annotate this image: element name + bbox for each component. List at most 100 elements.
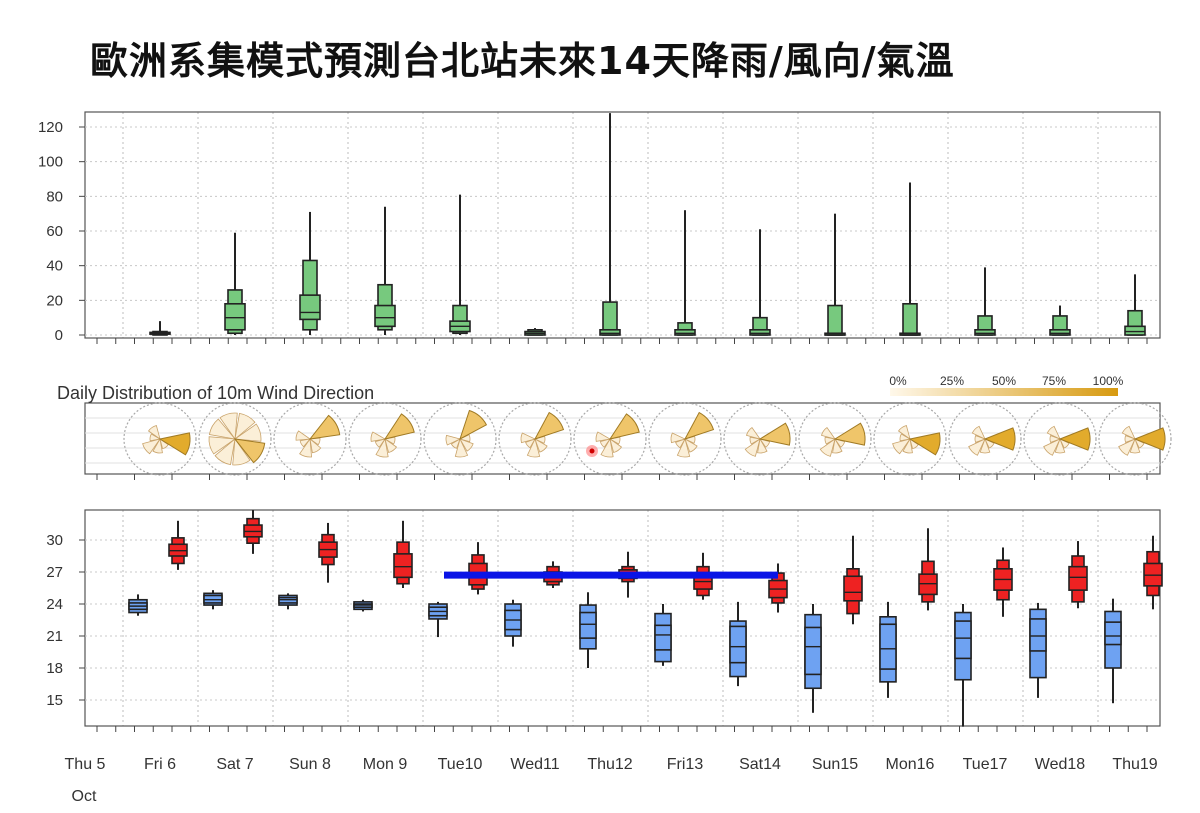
wind-rose-minor-petal <box>370 431 387 442</box>
wind-rose-minor-petal <box>744 438 761 457</box>
temp-max-box-inner-box <box>843 575 863 602</box>
wind-rose-minor-petal <box>233 423 262 442</box>
wind-rose-minor-petal <box>909 438 919 450</box>
wind-rose-ring <box>273 402 347 476</box>
wind-rose-ring <box>948 402 1022 476</box>
wind-rose-minor-petal <box>1046 425 1061 440</box>
wind-rose-minor-petal <box>749 436 762 445</box>
wind-rose-dominant-petal <box>1058 427 1091 451</box>
wind-rose-minor-petal <box>1059 438 1070 449</box>
wind-rose-minor-petal <box>599 438 611 448</box>
rain-box-inner-box <box>749 328 771 336</box>
temp-min-box-inner-box <box>1029 618 1047 652</box>
wind-rose-minor-petal <box>670 432 687 444</box>
wind-rose-minor-petal <box>526 437 541 458</box>
cursor-dot <box>589 448 595 454</box>
wind-rose-minor-petal <box>525 438 536 449</box>
wind-rose-minor-petal <box>459 438 474 452</box>
temperature-ytick-label: 15 <box>46 692 63 709</box>
wind-rose-minor-petal <box>1134 438 1145 449</box>
x-axis-day-label: Sun 8 <box>289 756 331 773</box>
wind-rose-dominant-petal <box>758 422 791 446</box>
wind-rose-minor-petal <box>902 437 913 454</box>
rain-ytick-label: 80 <box>46 188 63 205</box>
rain-box-inner-box <box>1049 328 1071 336</box>
wind-legend-label: 0% <box>889 374 907 388</box>
rain-ytick-label: 120 <box>38 119 63 136</box>
wind-rose-minor-petal <box>820 426 836 440</box>
wind-rose-minor-petal <box>979 437 991 454</box>
temperature-ytick-label: 24 <box>46 596 63 613</box>
temp-max-box-inner-box <box>1068 565 1088 591</box>
wind-rose-minor-petal <box>971 425 986 440</box>
wind-rose-dominant-petal <box>533 411 565 440</box>
wind-rose-minor-petal <box>299 437 313 458</box>
x-axis-day-label: Sat14 <box>739 756 781 773</box>
wind-rose-minor-petal <box>219 412 238 441</box>
wind-rose-minor-petal <box>445 434 462 446</box>
x-axis: Thu 5 Fri 6 Sat 7 Sun 8 Mon 9 Tue10 Wed11 Thu12… <box>65 756 1158 805</box>
rain-ytick-label: 0 <box>55 327 63 344</box>
rain-box-inner-box <box>599 328 621 336</box>
wind-rose-dominant-petal <box>1133 427 1166 451</box>
wind-rose-minor-petal <box>295 430 312 441</box>
wind-rose-minor-petal <box>595 431 612 442</box>
wind-rose-ring <box>1023 402 1097 476</box>
wind-rose-minor-petal <box>676 437 691 458</box>
wind-title: Daily Distribution of 10m Wind Direction <box>57 383 374 403</box>
wind-rose-minor-petal <box>375 437 389 458</box>
wind-rose-ring <box>798 402 872 476</box>
temperature-background <box>85 510 1160 726</box>
wind-panel: Daily Distribution of 10m Wind Direction… <box>57 374 1172 480</box>
wind-rose-minor-petal <box>208 418 237 440</box>
page-title: 歐洲系集模式預測台北站未來14天降雨/風向/氣溫 <box>90 39 955 83</box>
x-axis-day-label: Mon16 <box>886 756 935 773</box>
wind-rose-minor-petal <box>147 424 161 440</box>
wind-rose-dominant-petal <box>908 432 941 456</box>
wind-rose-minor-petal <box>675 438 686 449</box>
wind-rose-minor-petal <box>683 435 696 444</box>
rain-ytick-label: 40 <box>46 258 63 275</box>
rain-background <box>85 112 1160 338</box>
temp-min-box-inner-box <box>954 620 972 660</box>
wind-rose-minor-petal <box>534 438 548 453</box>
wind-rose-minor-petal <box>608 436 621 445</box>
wind-legend-label: 100% <box>1093 374 1124 388</box>
wind-rose-minor-petal <box>142 438 161 455</box>
wind-frame <box>84 402 1161 475</box>
wind-rose-dominant-petal <box>833 422 866 446</box>
x-axis-day-label: Fri 6 <box>144 756 176 773</box>
wind-rose-minor-petal <box>759 438 771 448</box>
wind-rose-minor-petal <box>600 437 614 458</box>
rain-box-inner-box <box>224 302 246 331</box>
temp-min-box-inner-box <box>804 626 822 676</box>
wind-rose-minor-petal <box>1043 438 1061 456</box>
wind-rose-minor-petal <box>1124 435 1137 443</box>
wind-rose-minor-petal <box>374 438 386 448</box>
rain-box-inner-box <box>1124 325 1146 336</box>
wind-rose-dominant-petal <box>459 409 488 441</box>
x-axis-day-label: Wed11 <box>510 756 559 773</box>
wind-rose-minor-petal <box>832 437 843 454</box>
wind-rose-minor-petal <box>450 438 461 449</box>
temp-min-box-inner-box <box>729 625 747 664</box>
rain-box-inner-box <box>299 294 321 321</box>
wind-rose-ring <box>573 402 647 476</box>
wind-rose-minor-petal <box>834 438 846 448</box>
wind-rose-dominant-petal <box>158 432 191 456</box>
wind-rose-minor-petal <box>232 437 251 466</box>
rain-panel: 0 20 40 60 80 100 120 <box>38 111 1161 344</box>
wind-rose-ring <box>123 402 197 476</box>
wind-rose-minor-petal <box>899 433 912 442</box>
temperature-ytick-label: 27 <box>46 564 63 581</box>
wind-rose-minor-petal <box>819 438 836 457</box>
wind-rose-dominant-petal <box>383 413 415 440</box>
wind-rose-minor-petal <box>454 437 469 458</box>
rain-ytick-label: 100 <box>38 154 63 171</box>
wind-rose-minor-petal <box>968 438 986 456</box>
wind-rose-ring <box>498 402 572 476</box>
wind-rose-minor-petal <box>384 438 398 454</box>
x-axis-day-label: Wed18 <box>1035 756 1086 773</box>
rain-box-outer-box <box>902 302 918 336</box>
